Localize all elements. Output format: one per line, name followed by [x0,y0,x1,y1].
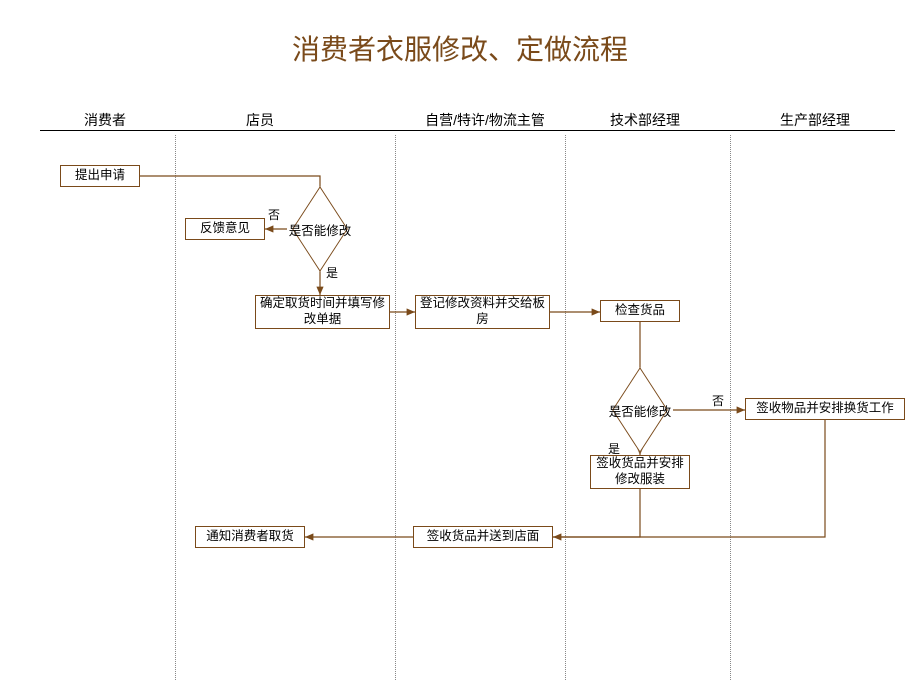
title-text: 消费者衣服修改、定做流程 [292,34,628,65]
lane-sep-2 [395,135,396,680]
node-inspect: 检查货品 [600,300,680,322]
lane-sep-3 [565,135,566,680]
lane-clerk: 店员 [230,110,290,130]
lane-logistics: 自营/特许/物流主管 [410,110,560,130]
label-yes-2: 是 [608,440,620,457]
lane-tech-mgr: 技术部经理 [600,110,690,130]
decide2-label: 是否能修改 [580,388,700,432]
node-sign-exchange: 签收物品并安排换货工作 [745,398,905,420]
lane-prod-mgr: 生产部经理 [770,110,860,130]
node-confirm: 确定取货时间并填写修改单据 [255,295,390,329]
node-feedback: 反馈意见 [185,218,265,240]
label-yes-1: 是 [326,264,338,281]
node-notify: 通知消费者取货 [195,526,305,548]
node-sign-send: 签收货品并送到店面 [413,526,553,548]
header-underline [40,130,895,131]
node-register: 登记修改资料并交给板房 [415,295,550,329]
node-submit: 提出申请 [60,165,140,187]
label-no-1: 否 [268,206,280,223]
page-title: 消费者衣服修改、定做流程 [0,28,920,68]
lane-consumer: 消费者 [75,110,135,130]
lane-sep-4 [730,135,731,680]
lane-sep-1 [175,135,176,680]
label-no-2: 否 [712,392,724,409]
flow-edges [0,0,920,690]
node-sign-modify: 签收货品并安排修改服装 [590,455,690,489]
node-decide2: 是否能修改 [580,388,700,432]
